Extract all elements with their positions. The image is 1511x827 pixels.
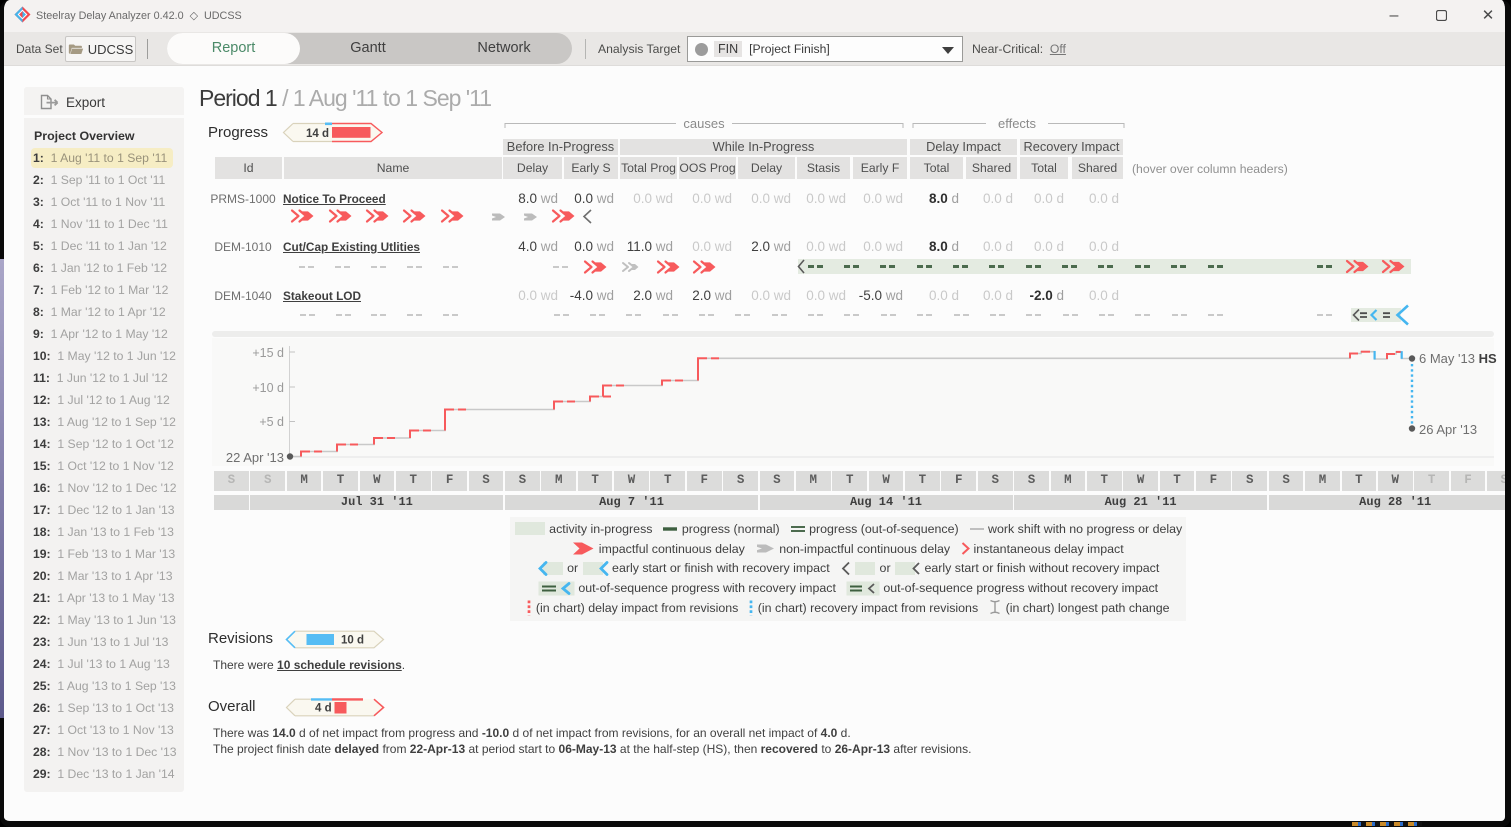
svg-text:14 d: 14 d (306, 128, 329, 140)
svg-text:10 d: 10 d (341, 635, 364, 647)
svg-text:effects: effects (998, 116, 1037, 131)
svg-text:4 d: 4 d (315, 703, 332, 715)
svg-text:causes: causes (683, 116, 725, 131)
